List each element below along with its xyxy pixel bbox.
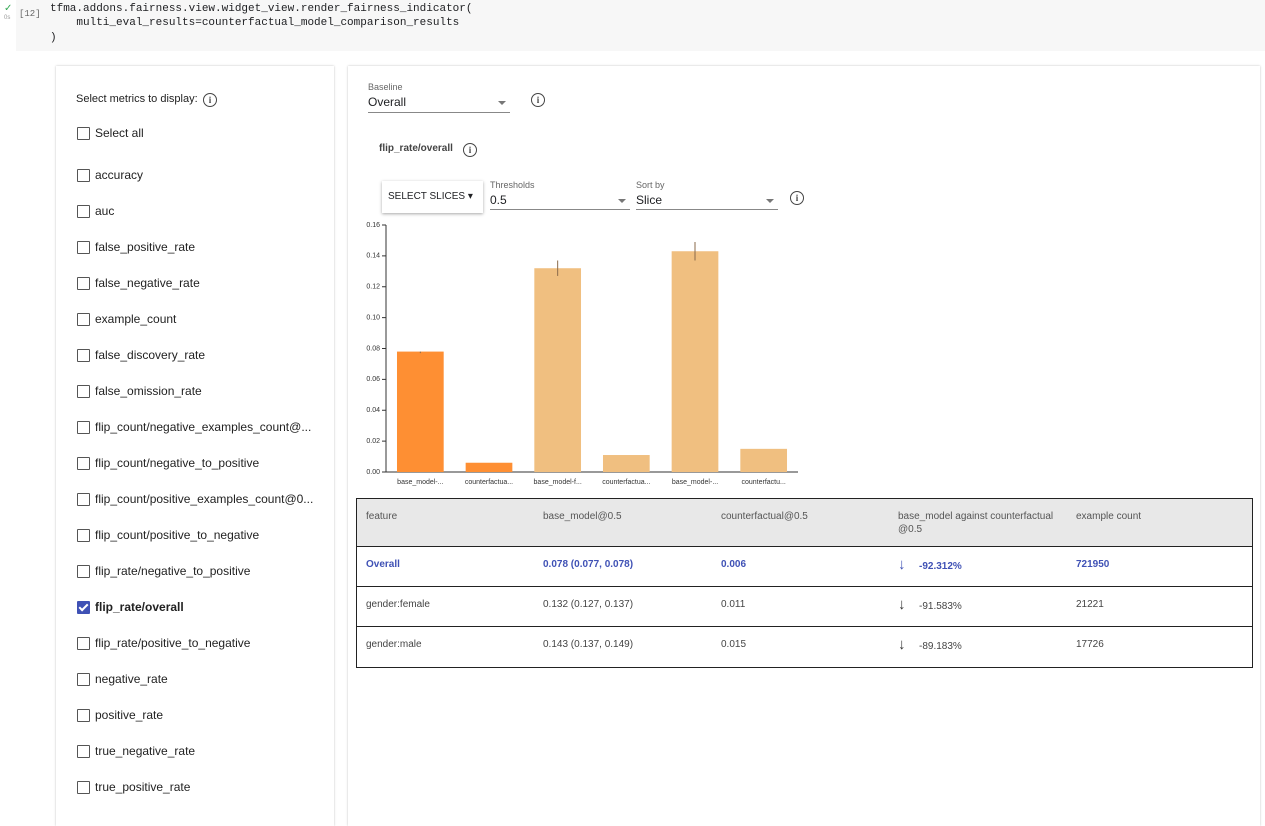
run-time: 0s: [4, 15, 10, 21]
checkbox[interactable]: [77, 709, 90, 722]
checkbox[interactable]: [77, 205, 90, 218]
header-cell: base_model@0.5: [543, 510, 713, 523]
row-divider: [357, 626, 1252, 627]
table-cell: 21221: [1076, 599, 1104, 610]
baseline-label: Baseline: [368, 82, 403, 92]
metric-label: false_omission_rate: [95, 384, 202, 398]
code-line: multi_eval_results=counterfactual_model_…: [50, 17, 459, 29]
table-cell: gender:male: [366, 639, 422, 650]
metric-label: flip_count/positive_examples_count@0...: [95, 492, 313, 506]
baseline-select[interactable]: Overall: [368, 95, 510, 113]
thresholds-select[interactable]: 0.5: [490, 193, 630, 210]
checkbox[interactable]: [77, 637, 90, 650]
checkbox[interactable]: [77, 313, 90, 326]
table-cell: 721950: [1076, 559, 1109, 570]
metric-label: false_negative_rate: [95, 276, 200, 290]
metric-title: flip_rate/overall: [379, 143, 453, 154]
metric-label: accuracy: [95, 168, 143, 182]
select-all-label: Select all: [95, 126, 144, 140]
metric-label: true_negative_rate: [95, 744, 195, 758]
thresholds-value: 0.5: [490, 193, 507, 207]
table-cell: 0.143 (0.137, 0.149): [543, 639, 633, 650]
cell-number: [12]: [19, 9, 41, 19]
checkbox[interactable]: [77, 673, 90, 686]
metric-label: auc: [95, 204, 114, 218]
checkbox[interactable]: [77, 601, 90, 614]
checkbox[interactable]: [77, 493, 90, 506]
table-cell: -92.312%: [919, 561, 962, 572]
metric-label: negative_rate: [95, 672, 168, 686]
header-cell: feature: [366, 510, 536, 523]
button-label: SELECT SLICES: [388, 191, 465, 202]
table-cell: 0.015: [721, 639, 746, 650]
comparison-table: feature base_model@0.5 counterfactual@0.5 b…: [356, 498, 1253, 668]
run-status: ✓: [4, 3, 12, 14]
table-cell: 0.078 (0.077, 0.078): [543, 559, 633, 570]
info-icon[interactable]: i: [790, 191, 804, 205]
select-slices-button[interactable]: SELECT SLICES ▾: [382, 181, 483, 213]
checkbox[interactable]: [77, 565, 90, 578]
checkbox[interactable]: [77, 127, 90, 140]
checkbox[interactable]: [77, 457, 90, 470]
checkbox[interactable]: [77, 745, 90, 758]
info-icon[interactable]: i: [463, 143, 477, 157]
metric-label: positive_rate: [95, 708, 163, 722]
info-icon[interactable]: i: [531, 93, 545, 107]
metric-label: example_count: [95, 312, 176, 326]
down-arrow: ↓: [898, 556, 906, 573]
header-cell: base_model against counterfactual @0.5: [898, 510, 1068, 536]
table-cell: 0.132 (0.127, 0.137): [543, 599, 633, 610]
sort-value: Slice: [636, 193, 662, 207]
metrics-heading: Select metrics to display:: [76, 93, 198, 105]
metrics-panel: Select metrics to display: i Select all a…: [56, 66, 334, 826]
fairness-panel: Baseline Overall i flip_rate/overall i S…: [348, 66, 1260, 826]
sort-label: Sort by: [636, 180, 665, 190]
metric-label: flip_rate/negative_to_positive: [95, 564, 250, 578]
table-cell: -89.183%: [919, 641, 962, 652]
metric-label: flip_count/positive_to_negative: [95, 528, 259, 542]
baseline-value: Overall: [368, 95, 406, 109]
metric-label: false_positive_rate: [95, 240, 195, 254]
metric-label: true_positive_rate: [95, 780, 190, 794]
checkbox[interactable]: [77, 277, 90, 290]
header-cell: counterfactual@0.5: [721, 510, 891, 523]
thresholds-label: Thresholds: [490, 180, 535, 190]
code-line: tfma.addons.fairness.view.widget_view.re…: [50, 3, 472, 15]
metric-label: flip_count/negative_examples_count@...: [95, 420, 311, 434]
metric-label: false_discovery_rate: [95, 348, 205, 362]
checkbox[interactable]: [77, 781, 90, 794]
down-arrow: ↓: [898, 596, 906, 613]
table-cell: 0.011: [721, 599, 745, 610]
down-arrow: ↓: [898, 636, 906, 653]
checkbox[interactable]: [77, 529, 90, 542]
metric-label: flip_rate/overall: [95, 600, 184, 614]
header-cell: example count: [1076, 510, 1246, 523]
code-line: ): [50, 32, 57, 44]
sort-select[interactable]: Slice: [636, 193, 778, 210]
metric-label: flip_rate/positive_to_negative: [95, 636, 250, 650]
table-cell: 0.006: [721, 559, 746, 570]
table-cell: 17726: [1076, 639, 1104, 650]
metric-label: flip_count/negative_to_positive: [95, 456, 259, 470]
table-header-bg: [357, 499, 1252, 547]
info-icon[interactable]: i: [203, 93, 217, 107]
checkbox[interactable]: [77, 241, 90, 254]
checkbox[interactable]: [77, 349, 90, 362]
row-divider: [357, 586, 1252, 587]
table-cell: -91.583%: [919, 601, 962, 612]
checkbox[interactable]: [77, 385, 90, 398]
checkbox[interactable]: [77, 169, 90, 182]
table-cell: gender:female: [366, 599, 430, 610]
table-cell: Overall: [366, 559, 400, 570]
checkbox[interactable]: [77, 421, 90, 434]
